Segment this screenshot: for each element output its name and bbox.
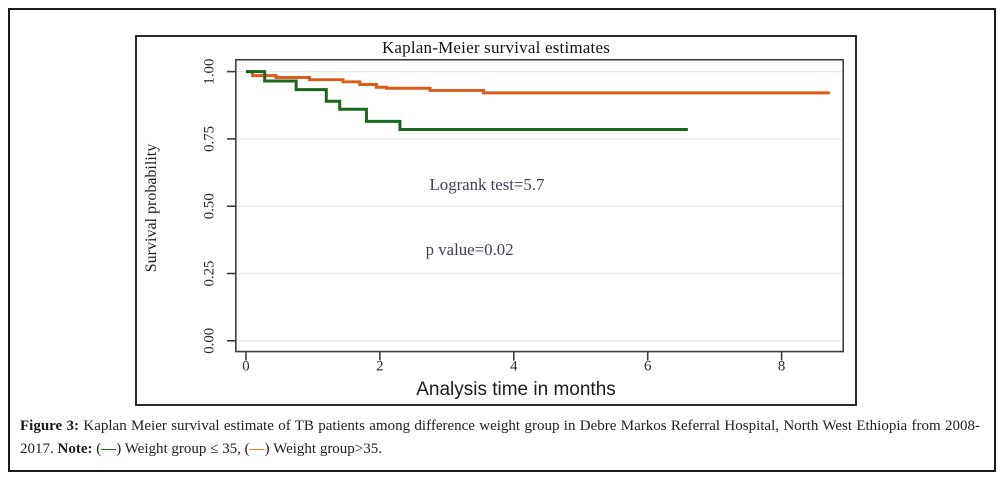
- y-tick-label: 0.25: [202, 261, 218, 287]
- y-axis-label: Survival probability: [143, 143, 160, 273]
- y-tick-label: 0.00: [202, 328, 218, 354]
- caption-open-paren: (: [92, 441, 102, 458]
- chart-panel: 0.00 0.25 0.50 0.75 1.00 0 2 4 6 8 Logrank test=5.…: [135, 35, 857, 406]
- caption-note-label: Note:: [57, 441, 93, 458]
- survival-curve-weight-gt-35: [245, 70, 830, 95]
- survival-curve-weight-le-35: [245, 70, 688, 131]
- figure-caption: Figure 3: Kaplan Meier survival estimate…: [20, 415, 980, 462]
- caption-legend-mid: ) Weight group ≤ 35, (: [116, 441, 250, 458]
- annotation-text: Logrank test=5.7: [430, 175, 545, 194]
- y-tick-label: 1.00: [202, 59, 218, 85]
- caption-legend-end: ) Weight group>35.: [264, 441, 383, 458]
- annotation-text: p value=0.02: [426, 240, 514, 259]
- chart-title: Kaplan-Meier survival estimates: [381, 38, 611, 57]
- caption-body: Kaplan Meier survival estimate of TB pat…: [20, 418, 981, 458]
- x-tick-label: 2: [376, 358, 383, 374]
- legend-dash-weight-le-35: —: [101, 441, 117, 458]
- x-axis-label: Analysis time in months: [416, 379, 616, 400]
- km-chart-svg: 0.00 0.25 0.50 0.75 1.00 0 2 4 6 8 Logrank test=5.…: [202, 58, 845, 374]
- x-tick-label: 4: [510, 358, 518, 374]
- caption-figure-label: Figure 3:: [20, 418, 80, 434]
- x-tick-label: 0: [242, 358, 249, 374]
- legend-dash-weight-gt-35: —: [249, 441, 265, 458]
- x-tick-label: 8: [778, 358, 785, 374]
- y-tick-label: 0.75: [202, 126, 218, 152]
- y-tick-label: 0.50: [202, 193, 218, 219]
- plot-box: [235, 58, 845, 353]
- x-tick-label: 6: [644, 358, 651, 374]
